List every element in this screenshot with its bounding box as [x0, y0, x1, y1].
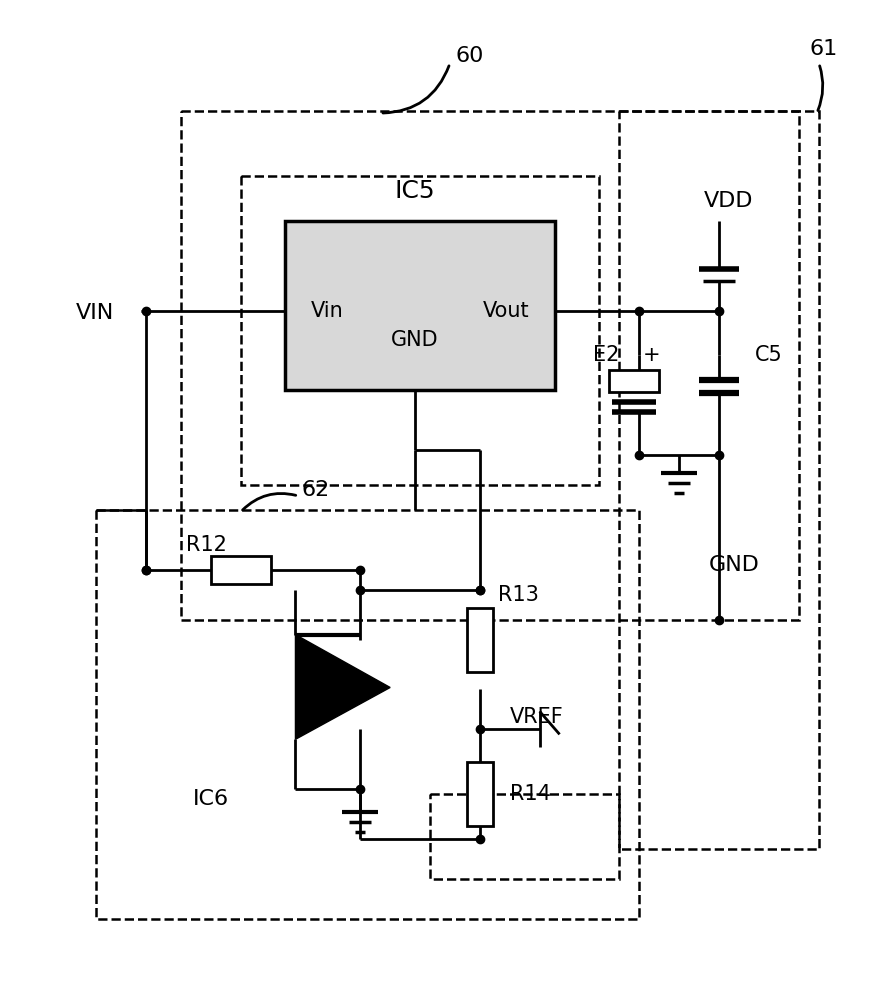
- Text: VDD: VDD: [705, 191, 753, 211]
- Bar: [610, 370, 659, 392]
- Text: IC5: IC5: [395, 179, 435, 203]
- Text: E2: E2: [593, 345, 619, 365]
- Text: Vin: Vin: [310, 301, 344, 321]
- Text: Vout: Vout: [483, 301, 529, 321]
- Text: GND: GND: [392, 330, 439, 350]
- Bar: [467, 762, 493, 826]
- Text: VIN: VIN: [76, 303, 114, 323]
- Polygon shape: [296, 635, 390, 739]
- Text: GND: GND: [709, 555, 760, 575]
- Bar: [619, 111, 819, 849]
- Bar: [241, 176, 599, 485]
- Bar: [285, 221, 555, 390]
- Text: 61: 61: [809, 39, 838, 59]
- Bar: [430, 794, 619, 879]
- Text: R14: R14: [510, 784, 550, 804]
- Bar: [467, 608, 493, 672]
- Text: 60: 60: [456, 46, 484, 66]
- Text: R12: R12: [186, 535, 227, 555]
- Bar: [181, 111, 799, 620]
- Text: C5: C5: [755, 345, 783, 365]
- Text: R13: R13: [498, 585, 539, 605]
- Bar: [211, 556, 270, 584]
- Text: +: +: [643, 345, 660, 365]
- Text: VREF: VREF: [510, 707, 563, 727]
- Text: IC6: IC6: [193, 789, 228, 809]
- Bar: [96, 510, 639, 919]
- Text: 62: 62: [301, 480, 330, 500]
